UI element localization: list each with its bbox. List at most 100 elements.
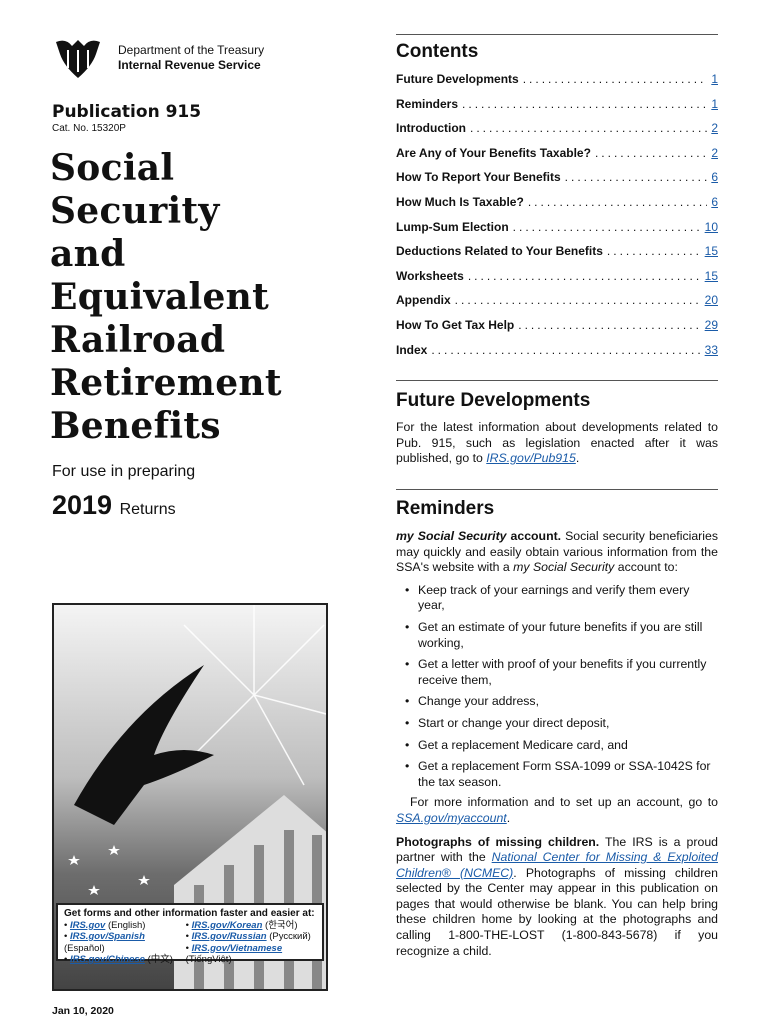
toc-label: How Much Is Taxable?	[396, 194, 524, 209]
bullet-list: Keep track of your earnings and verify t…	[396, 583, 718, 791]
toc-label: Are Any of Your Benefits Taxable?	[396, 145, 591, 160]
toc-entry[interactable]: Reminders...............................…	[396, 97, 718, 122]
for-use-text: For use in preparing	[52, 463, 196, 480]
text: The IRS is a proud partner with the	[396, 834, 718, 865]
agency-name: Internal Revenue Service	[118, 58, 261, 72]
future-developments-heading: Future Developments	[396, 390, 591, 411]
lead: Photographs of missing children.	[396, 834, 600, 849]
title-line: Railroad	[50, 319, 226, 361]
toc-leader: ........................................…	[512, 219, 701, 234]
toc-leader: ........................................…	[467, 268, 701, 283]
department-name: Department of the Treasury	[118, 43, 265, 57]
language-label: (TiếngViệt)	[185, 954, 232, 965]
toc-leader: ........................................…	[564, 170, 708, 185]
toc-page-link[interactable]: 33	[704, 342, 718, 357]
toc-label: Lump-Sum Election	[396, 219, 509, 234]
toc-page-link[interactable]: 10	[704, 219, 718, 234]
toc-page-link[interactable]: 1	[711, 96, 718, 111]
publication-date: Jan 10, 2020	[52, 1005, 114, 1017]
title-line: Social	[50, 147, 175, 189]
text: . Photographs of missing children select…	[396, 865, 718, 958]
list-item: Keep track of your earnings and verify t…	[396, 583, 718, 614]
catalog-number: Cat. No. 15320P	[52, 123, 126, 134]
toc-page-link[interactable]: 6	[711, 170, 718, 185]
reminders-body: my Social Security account. Social secur…	[396, 529, 718, 959]
irs-russian-link[interactable]: IRS.gov/Russian	[191, 931, 267, 942]
irs-gov-link[interactable]: IRS.gov	[69, 919, 106, 931]
list-item: Get a letter with proof of your benefits…	[396, 657, 718, 688]
toc-entry[interactable]: Introduction............................…	[396, 121, 718, 146]
irs-vietnamese-link[interactable]: IRS.gov/Vietnamese	[191, 942, 283, 954]
list-item: Get an estimate of your future benefits …	[396, 620, 718, 651]
irs-chinese-link[interactable]: IRS.gov/Chinese	[69, 954, 145, 965]
toc-leader: ........................................…	[522, 72, 708, 86]
lead-italic: my Social Security	[396, 529, 507, 543]
toc-entry[interactable]: Future Developments.....................…	[396, 72, 718, 97]
toc-entry[interactable]: How To Get Tax Help.....................…	[396, 318, 718, 343]
missing-children-paragraph: Photographs of missing children. The IRS…	[396, 835, 718, 960]
toc-leader: ........................................…	[462, 96, 708, 111]
language-label: (Pусский)	[269, 931, 311, 942]
text: Social security beneficiaries may quickl…	[396, 529, 718, 575]
toc-page-link[interactable]: 15	[704, 244, 718, 259]
text-italic: my Social Security	[513, 560, 615, 575]
language-label: (한국어)	[265, 919, 298, 931]
text: account to:	[614, 560, 678, 575]
toc-label: Future Developments	[396, 72, 519, 86]
toc-label: Deductions Related to Your Benefits	[396, 244, 603, 259]
toc-leader: ........................................…	[594, 145, 707, 160]
irs-korean-link[interactable]: IRS.gov/Korean	[191, 919, 263, 931]
returns-label: Returns	[119, 501, 176, 518]
toc-entry[interactable]: Lump-Sum Election.......................…	[396, 220, 718, 245]
list-item: Change your address,	[396, 694, 718, 710]
toc-entry[interactable]: How Much Is Taxable?....................…	[396, 195, 718, 220]
language-label: (中文)	[147, 954, 173, 965]
toc-label: Introduction	[396, 121, 466, 136]
title-line: Benefits	[50, 405, 221, 447]
toc-label: How To Report Your Benefits	[396, 170, 561, 185]
publication-number: Publication 915	[52, 102, 202, 122]
list-item: Start or change your direct deposit,	[396, 716, 718, 732]
toc-page-link[interactable]: 2	[711, 121, 718, 136]
list-item: Get a replacement Medicare card, and	[396, 738, 718, 754]
title-line: Equivalent	[50, 276, 270, 318]
irs-eagle-logo	[56, 40, 100, 78]
toc-page-link[interactable]: 20	[704, 293, 718, 308]
ncmec-link[interactable]: National Center for Missing & Exploited …	[396, 850, 718, 880]
title-line: Retirement	[50, 362, 282, 404]
divider	[396, 489, 718, 490]
future-developments-text: For the latest information about develop…	[396, 420, 718, 467]
title-line: Security	[50, 190, 220, 232]
toc-label: Worksheets	[396, 268, 464, 283]
toc-entry[interactable]: Worksheets..............................…	[396, 269, 718, 294]
toc-page-link[interactable]: 15	[704, 268, 718, 283]
toc-page-link[interactable]: 1	[711, 72, 718, 86]
toc-label: How To Get Tax Help	[396, 317, 515, 332]
toc-page-link[interactable]: 6	[711, 194, 718, 209]
toc-entry[interactable]: Index...................................…	[396, 343, 718, 368]
text: .	[575, 451, 580, 466]
toc-entry[interactable]: How To Report Your Benefits.............…	[396, 170, 718, 195]
text: .	[506, 810, 511, 825]
toc-page-link[interactable]: 2	[711, 145, 718, 160]
department: Department of the Treasury Internal Reven…	[118, 43, 264, 73]
info-box-heading: Get forms and other information faster a…	[64, 908, 315, 919]
list-item: Get a replacement Form SSA-1099 or SSA-1…	[396, 759, 718, 790]
pub915-link[interactable]: IRS.gov/Pub915	[486, 451, 576, 466]
contents-heading: Contents	[396, 41, 479, 62]
ssa-myaccount-link[interactable]: SSA.gov/myaccount	[396, 810, 507, 825]
publication-title: Social Security and Equivalent Railroad Retir…	[50, 147, 282, 448]
text: For more information and to set up an ac…	[410, 795, 718, 810]
toc-leader: ........................................…	[606, 244, 701, 259]
toc-page-link[interactable]: 29	[704, 317, 718, 332]
irs-spanish-link[interactable]: IRS.gov/Spanish	[69, 931, 145, 942]
toc-label: Appendix	[396, 293, 451, 308]
toc-entry[interactable]: Are Any of Your Benefits Taxable?.......…	[396, 146, 718, 171]
more-info-paragraph: For more information and to set up an ac…	[396, 795, 718, 826]
title-line: and	[50, 233, 126, 275]
toc-entry[interactable]: Deductions Related to Your Benefits.....…	[396, 244, 718, 269]
divider	[396, 380, 718, 381]
toc-entry[interactable]: Appendix................................…	[396, 293, 718, 318]
toc-label: Reminders	[396, 96, 459, 111]
table-of-contents: Future Developments.....................…	[396, 72, 718, 367]
